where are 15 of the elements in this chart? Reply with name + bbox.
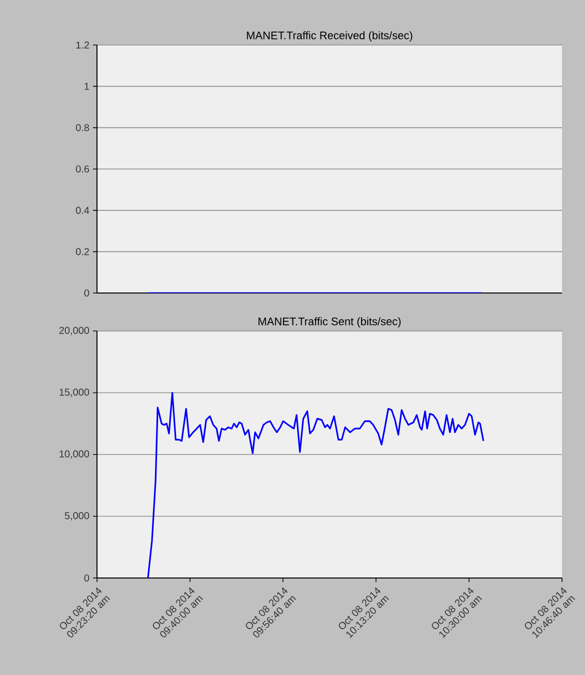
- y-tick-label: 1.2: [76, 42, 89, 48]
- y-tick-label: 0: [84, 574, 90, 582]
- y-tick-label: 0: [84, 289, 90, 297]
- y-tick-label: 0.8: [76, 124, 90, 132]
- y-tick-label: 0.4: [76, 206, 90, 214]
- y-tick-label: 20,000: [59, 326, 90, 336]
- y-tick-label: 10,000: [60, 450, 90, 459]
- chart-title: MANET.Traffic Received (bits/sec): [246, 31, 412, 42]
- chart-title: MANET.Traffic Sent (bits/sec): [258, 317, 401, 328]
- y-tick-label: 15,000: [60, 388, 90, 397]
- y-tick-label: 5,000: [64, 512, 90, 520]
- y-tick-label: 0.2: [76, 248, 89, 256]
- line-series: [147, 392, 484, 578]
- y-tick-label: 0.6: [76, 165, 90, 173]
- y-tick-label: 1: [84, 82, 89, 90]
